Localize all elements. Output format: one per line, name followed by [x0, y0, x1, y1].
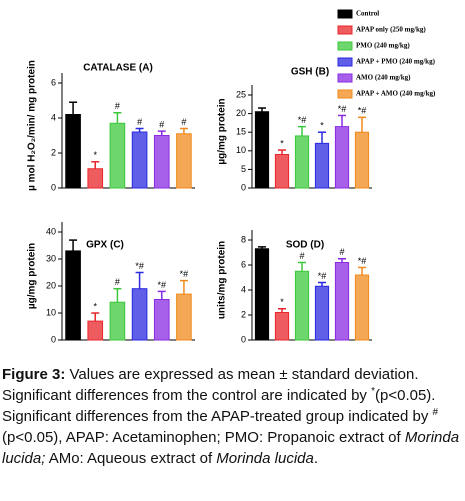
significance-label: #: [159, 120, 164, 130]
y-tick-label: 2: [51, 147, 56, 157]
bar: [65, 114, 81, 189]
y-tick-label: 0: [241, 334, 246, 344]
y-tick-label: 20: [236, 108, 246, 118]
y-tick-label: 8: [241, 234, 246, 244]
y-tick-label: 6: [241, 259, 246, 269]
y-tick-label: 2: [241, 309, 246, 319]
y-tick-label: 0: [51, 334, 56, 344]
y-tick-label: 40: [46, 226, 56, 236]
caption-text: AMo: Aqueous extract of: [45, 450, 217, 467]
legend-label: APAP + AMO (240 mg/kg): [356, 90, 436, 98]
y-tick-label: 25: [236, 89, 246, 99]
significance-label: #: [339, 247, 344, 257]
bar: [254, 111, 270, 189]
bar: [87, 168, 104, 189]
caption-text: Values are expressed as mean ± standard …: [2, 366, 419, 404]
significance-label: *#: [358, 106, 367, 116]
y-tick-label: 4: [51, 112, 56, 122]
significance-label: #: [137, 117, 142, 127]
significance-label: *#: [180, 269, 189, 279]
y-tick-label: 10: [46, 307, 56, 317]
bar: [131, 131, 148, 189]
caption-text: *: [371, 386, 375, 397]
bar: [354, 131, 370, 189]
significance-label: *#: [318, 271, 327, 281]
bar: [334, 126, 350, 189]
legend-label: PMO (240 mg/kg): [356, 42, 410, 50]
significance-label: #: [115, 277, 120, 287]
y-tick-label: 5: [241, 164, 246, 174]
significance-label: #: [299, 251, 304, 261]
bar: [274, 312, 290, 341]
legend-swatch: [337, 89, 353, 99]
y-axis-label: units/mg protein: [217, 241, 228, 319]
caption: Figure 3: Values are expressed as mean ±…: [2, 364, 463, 469]
legend-swatch: [337, 9, 353, 19]
caption-text: Figure 3:: [2, 366, 66, 383]
significance-label: *: [93, 150, 97, 160]
y-tick-label: 6: [51, 77, 56, 87]
significance-label: #: [115, 101, 120, 111]
bar: [87, 320, 104, 341]
y-axis-label: µg/mg protein: [27, 243, 38, 309]
chart-title: SOD (D): [286, 240, 324, 251]
bar: [314, 142, 330, 189]
legend-label: AMO (240 mg/kg): [356, 74, 411, 82]
bar: [334, 262, 350, 341]
significance-label: *#: [358, 256, 367, 266]
figure: Control APAP only (250 mg/kg) PMO (240 mg/…: [27, 9, 436, 344]
bar: [109, 122, 126, 189]
legend-swatch: [337, 57, 353, 67]
bar: [176, 133, 192, 189]
caption-text: #: [432, 407, 439, 418]
y-tick-label: 30: [46, 253, 56, 263]
bar: [314, 285, 330, 341]
y-axis-label: µ mol H₂O₂/min/ mg protein: [27, 60, 38, 191]
significance-label: *: [93, 301, 97, 311]
significance-label: *#: [298, 115, 307, 125]
bar: [254, 248, 270, 341]
y-tick-label: 4: [241, 284, 246, 294]
y-tick-label: 15: [236, 127, 246, 137]
y-tick-label: 0: [241, 182, 246, 192]
caption-text: (p<0.05), APAP: Acetaminophen; PMO: Prop…: [2, 429, 405, 446]
chart-title: CATALASE (A): [83, 63, 153, 74]
significance-label: #: [181, 117, 186, 127]
significance-label: *: [280, 297, 284, 307]
bar: [294, 135, 310, 189]
legend-label: Control: [356, 10, 379, 18]
legend-swatch: [337, 73, 353, 83]
bar: [65, 250, 81, 341]
bar: [176, 293, 192, 341]
bar: [109, 301, 126, 341]
y-tick-label: 10: [236, 145, 246, 155]
caption-text: Morinda lucida;: [2, 429, 460, 467]
bar: [294, 270, 310, 341]
legend-swatch: [337, 41, 353, 51]
bar: [274, 154, 290, 189]
chart-title: GPX (C): [86, 240, 124, 251]
caption-text: Morinda lucida: [216, 450, 314, 467]
bar: [153, 135, 170, 189]
bar: [131, 288, 148, 341]
legend-label: APAP only (250 mg/kg): [356, 26, 426, 34]
bar: [354, 274, 370, 341]
caption-text: (p<0.05). Significant differences from t…: [2, 387, 436, 425]
y-tick-label: 0: [51, 182, 56, 192]
significance-label: *#: [338, 104, 347, 114]
significance-label: *: [320, 121, 324, 131]
significance-label: *#: [135, 261, 144, 271]
legend-label: APAP + PMO (240 mg/kg): [356, 58, 436, 66]
y-tick-label: 20: [46, 280, 56, 290]
y-axis-label: µg/mg protein: [217, 98, 228, 164]
legend-swatch: [337, 25, 353, 35]
significance-label: *: [280, 138, 284, 148]
bar: [153, 299, 170, 341]
chart-title: GSH (B): [291, 67, 329, 78]
significance-label: *#: [157, 280, 166, 290]
caption-text: .: [313, 450, 319, 467]
